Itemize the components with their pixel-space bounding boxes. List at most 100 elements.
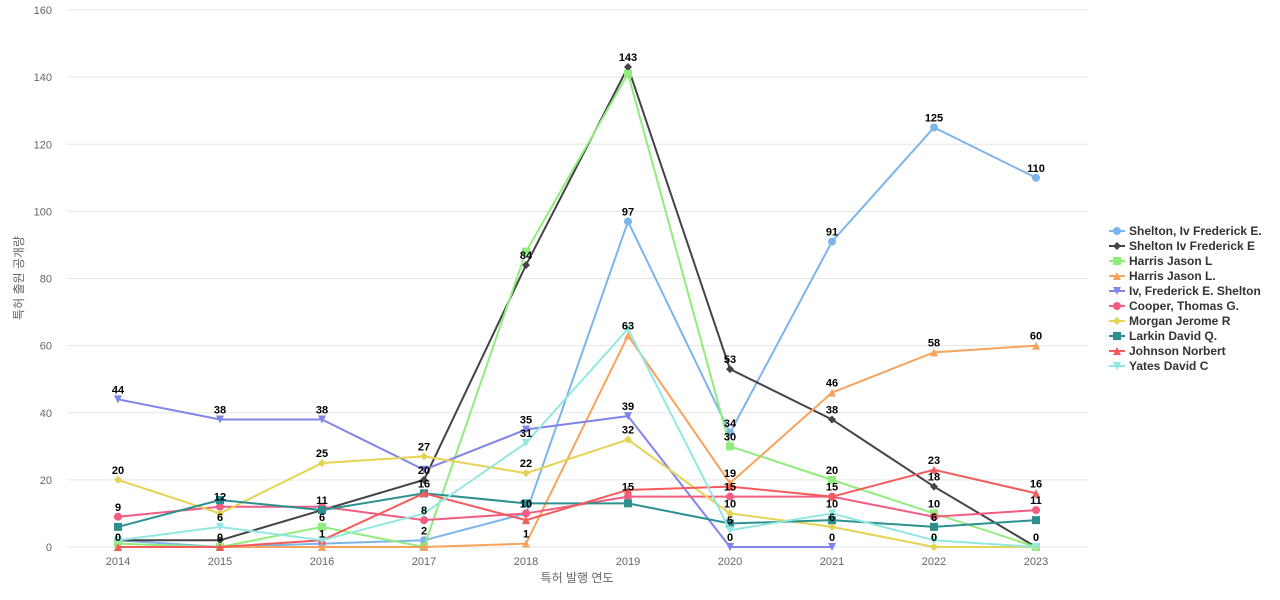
x-tick-label: 2015 [208,556,232,568]
legend-marker[interactable] [1113,332,1121,340]
legend-item[interactable]: Cooper, Thomas G. [1109,299,1239,313]
data-point[interactable] [930,482,938,491]
data-point[interactable] [216,415,224,424]
data-point[interactable] [828,516,836,525]
legend-marker[interactable] [1113,362,1121,370]
data-point[interactable] [318,459,326,468]
data-point[interactable] [1032,489,1040,498]
data-point[interactable] [624,69,632,78]
data-point[interactable] [930,348,938,357]
data-point[interactable] [1032,516,1040,525]
legend-marker[interactable] [1113,317,1121,325]
data-point[interactable] [930,465,938,474]
legend-item[interactable]: Yates David C [1109,359,1209,373]
data-point[interactable] [930,522,938,531]
data-point[interactable] [318,522,326,531]
data-point[interactable] [1032,543,1040,551]
data-point[interactable] [420,475,428,484]
legend-marker[interactable] [1113,242,1121,250]
data-point[interactable] [522,509,530,518]
data-point[interactable] [318,543,326,551]
data-point[interactable] [216,543,224,551]
data-point[interactable] [522,261,530,270]
data-point[interactable] [420,452,428,461]
data-point[interactable] [624,435,632,444]
data-point[interactable] [828,522,836,531]
data-point[interactable] [522,516,530,525]
data-point[interactable] [828,492,836,501]
data-point[interactable] [216,522,224,531]
data-point[interactable] [624,499,632,508]
data-point[interactable] [216,509,224,518]
data-point[interactable] [522,499,530,508]
data-point[interactable] [1032,341,1040,350]
legend-marker[interactable] [1113,227,1121,235]
legend-item[interactable]: Morgan Jerome R [1109,314,1231,328]
data-point[interactable] [114,475,122,484]
data-point[interactable] [726,543,734,551]
data-point[interactable] [930,123,938,132]
data-point[interactable] [318,536,326,545]
data-point[interactable] [420,465,428,474]
data-point[interactable] [420,489,428,498]
data-point[interactable] [318,506,326,515]
legend-marker[interactable] [1113,302,1121,310]
data-point[interactable] [216,536,224,545]
data-point[interactable] [726,365,734,374]
data-point[interactable] [726,509,734,518]
data-point[interactable] [114,512,122,521]
legend-marker[interactable] [1113,287,1121,295]
data-point[interactable] [216,502,224,511]
data-point[interactable] [828,509,836,518]
data-point[interactable] [1032,173,1040,182]
data-point[interactable] [828,475,836,484]
data-point[interactable] [930,543,938,551]
data-point[interactable] [624,217,632,226]
x-tick-label: 2022 [922,556,946,568]
data-point[interactable] [114,522,122,531]
data-point[interactable] [726,442,734,451]
data-point[interactable] [318,415,326,424]
data-point[interactable] [624,63,632,72]
legend-marker[interactable] [1113,257,1121,265]
data-point[interactable] [522,247,530,256]
data-point[interactable] [522,469,530,478]
data-point[interactable] [420,543,428,551]
data-point[interactable] [828,237,836,246]
legend-marker[interactable] [1113,347,1121,355]
legend-item[interactable]: Harris Jason L. [1109,269,1216,283]
legend-item[interactable]: Larkin David Q. [1109,329,1217,343]
data-point[interactable] [726,519,734,528]
data-point[interactable] [930,512,938,521]
data-point[interactable] [726,428,734,437]
data-point[interactable] [726,482,734,491]
data-point[interactable] [114,395,122,404]
data-point[interactable] [522,425,530,434]
data-point[interactable] [420,509,428,518]
data-point[interactable] [828,543,836,551]
data-point[interactable] [624,331,632,340]
data-point[interactable] [624,485,632,494]
data-point[interactable] [114,536,122,545]
legend-item[interactable]: Iv, Frederick E. Shelton [1109,284,1261,298]
data-point[interactable] [828,415,836,424]
data-point[interactable] [726,526,734,535]
data-point[interactable] [828,388,836,397]
legend-item[interactable]: Shelton Iv Frederick E [1109,239,1255,253]
legend-item[interactable]: Shelton, Iv Frederick E. [1109,224,1262,238]
data-point[interactable] [624,492,632,501]
data-point[interactable] [624,412,632,421]
legend-item[interactable]: Harris Jason L [1109,254,1212,268]
data-point[interactable] [420,516,428,525]
legend-marker[interactable] [1113,272,1121,280]
data-point[interactable] [1032,506,1040,515]
legend[interactable]: Shelton, Iv Frederick E.Shelton Iv Frede… [1109,224,1262,373]
data-point[interactable] [930,536,938,545]
data-point[interactable] [522,438,530,447]
data-point[interactable] [114,543,122,551]
legend-item[interactable]: Johnson Norbert [1109,344,1226,358]
data-point[interactable] [216,496,224,505]
data-point[interactable] [522,539,530,548]
data-point[interactable] [624,324,632,333]
data-point[interactable] [726,492,734,501]
